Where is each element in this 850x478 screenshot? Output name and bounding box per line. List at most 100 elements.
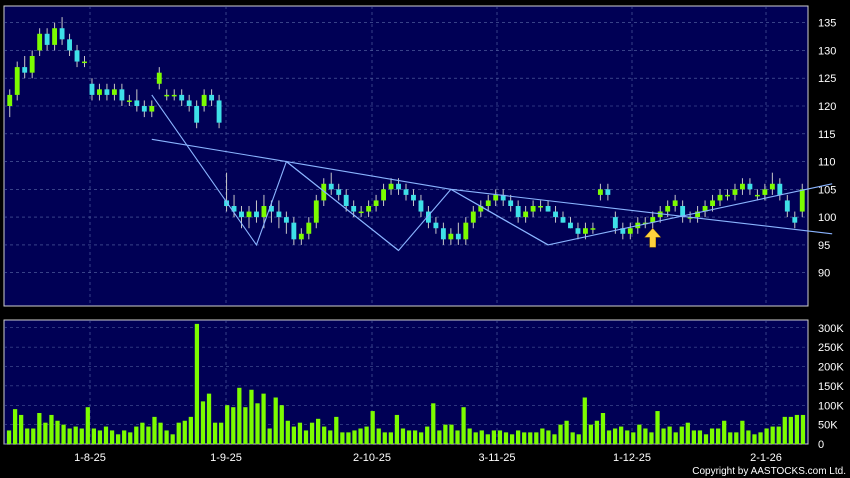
trendline (450, 188, 549, 246)
candle-body (612, 217, 618, 229)
volume-bar (412, 430, 418, 444)
volume-bar (576, 434, 581, 444)
volume-tick-label: 100K (818, 400, 844, 412)
candle-body (605, 189, 611, 195)
volume-bar (231, 407, 236, 444)
volume-bar (322, 426, 327, 444)
volume-bar (637, 424, 642, 444)
candle-body (29, 56, 35, 73)
volume-bar (764, 428, 769, 444)
volume-bar (97, 430, 103, 444)
volume-bar (382, 432, 387, 444)
candle-body (313, 200, 319, 223)
candle-body (665, 206, 671, 212)
candle-body (134, 100, 140, 106)
candle-body (82, 61, 87, 64)
trendline (286, 161, 399, 251)
candle-body (799, 189, 805, 212)
volume-bar (164, 430, 169, 444)
volume-bar (255, 403, 260, 444)
candle-body (523, 211, 529, 218)
candle-body (583, 228, 588, 234)
volume-bar (376, 428, 381, 444)
volume-bar (522, 432, 527, 444)
candle-body (179, 94, 185, 101)
volume-bar (188, 416, 193, 444)
candle-body (351, 206, 357, 212)
candle-body (216, 100, 222, 123)
candle-body (433, 222, 439, 229)
volume-bar (800, 414, 806, 444)
candle-body (538, 206, 544, 208)
price-tick-label: 95 (818, 240, 830, 252)
candle-body (478, 206, 484, 212)
candle-body (291, 222, 297, 240)
volume-bar (43, 422, 48, 444)
volume-bar (740, 420, 745, 444)
volume-bar (722, 420, 727, 444)
candle-body (59, 28, 65, 40)
candle-body (485, 200, 491, 206)
candle-body (568, 222, 573, 229)
volume-bar (122, 430, 127, 444)
candle-body (463, 222, 469, 240)
volume-bar (619, 426, 624, 444)
volume-bar (491, 430, 496, 444)
volume-bar (479, 430, 484, 444)
price-tick-label: 100 (818, 212, 836, 224)
price-tick-label: 105 (818, 184, 836, 196)
candle-body (321, 183, 327, 201)
price-tick-label: 135 (818, 18, 836, 30)
candle-body (201, 94, 207, 106)
price-panel (3, 5, 809, 307)
volume-bar (558, 424, 563, 444)
candle-body (754, 194, 760, 197)
candle-body (231, 206, 237, 212)
buy-arrow-icon (644, 227, 662, 248)
candle-body (769, 183, 775, 190)
volume-grid (4, 320, 808, 445)
volume-bar (352, 430, 357, 444)
x-tick-label: 3-11-25 (478, 452, 515, 464)
volume-bar (170, 434, 175, 444)
volume-bar (497, 430, 503, 444)
candle-body (747, 183, 753, 190)
volume-bar (134, 426, 139, 444)
volume-bar (582, 397, 587, 444)
volume-bar (503, 432, 509, 444)
copyright-text: Copyright by AASTOCKS.com Ltd. (692, 466, 846, 477)
volume-bar (116, 434, 121, 444)
volume-bar (631, 432, 636, 444)
volume-bar (388, 432, 393, 444)
price-tick-label: 110 (818, 157, 836, 169)
candlesticks (7, 17, 805, 245)
volume-bar (237, 387, 242, 444)
volume-bar (734, 432, 739, 444)
volume-bar (776, 426, 781, 444)
volume-bar (176, 422, 181, 444)
candle-body (104, 89, 110, 95)
volume-bar (206, 393, 212, 444)
trendline (151, 138, 833, 235)
volume-bar (25, 428, 30, 444)
volume-bar (364, 426, 369, 444)
candle-body (784, 200, 790, 212)
volume-bar (279, 405, 284, 444)
candle-body (343, 194, 349, 206)
price-tick-label: 120 (818, 101, 836, 113)
volume-bar (61, 424, 66, 444)
volume-bar (600, 413, 606, 444)
volume-bar (425, 426, 430, 444)
volume-bar (679, 426, 684, 444)
x-axis: 1-8-25 1-9-25 2-10-25 3-11-25 1-12-25 2-1-26 (74, 452, 782, 464)
arrow-up-icon (644, 227, 662, 248)
volume-bar (291, 426, 296, 444)
volume-bar (31, 428, 36, 444)
volume-bar (152, 416, 157, 444)
volume-bar (509, 434, 515, 444)
volume-bar (612, 428, 618, 444)
candle-body (89, 83, 95, 95)
candle-body (119, 89, 125, 101)
volume-bar (140, 422, 145, 444)
